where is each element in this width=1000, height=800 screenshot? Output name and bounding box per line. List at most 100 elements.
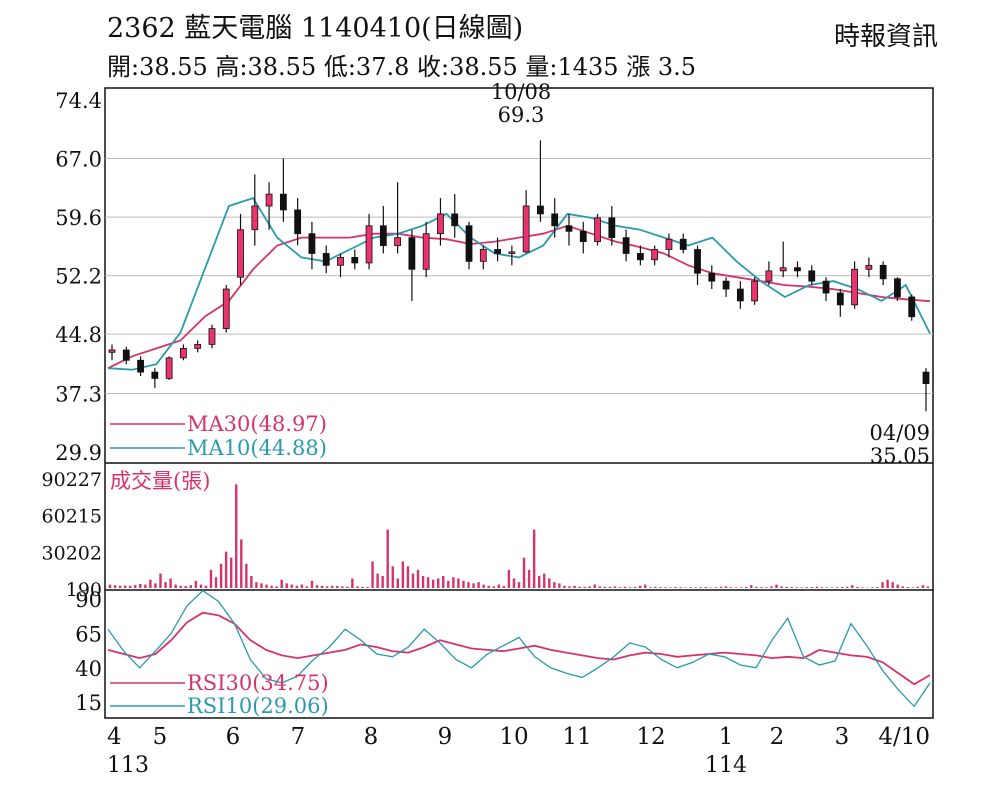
- x-tick-label: 7: [291, 724, 306, 750]
- price-tick-label: 29.9: [55, 441, 102, 465]
- x-tick-label: 6: [226, 724, 241, 750]
- x-tick-label: 1: [719, 724, 734, 750]
- candle: [508, 245, 516, 266]
- legend-label-ma10: MA10(44.88): [187, 436, 327, 460]
- candle: [222, 285, 230, 333]
- line-rsi30: [107, 611, 931, 686]
- legend-label-rsi30: RSI30(34.75): [187, 671, 329, 695]
- candle: [836, 289, 844, 317]
- candle: [736, 281, 744, 309]
- candle: [608, 205, 616, 246]
- x-tick-label: 8: [364, 724, 379, 750]
- candle: [322, 245, 330, 274]
- candle-body: [594, 217, 601, 242]
- line-ma10: [107, 197, 931, 371]
- candle: [751, 277, 759, 305]
- candle-body: [508, 251, 516, 254]
- candle-body: [865, 264, 873, 270]
- candle: [365, 213, 373, 270]
- candle-body: [322, 253, 330, 266]
- candle-body: [408, 237, 416, 270]
- legend-label-ma30: MA30(48.97): [187, 412, 327, 436]
- candle-body: [379, 225, 387, 246]
- candle-body: [294, 209, 302, 235]
- candle: [294, 198, 302, 246]
- candle-body: [265, 193, 273, 207]
- candle: [137, 356, 144, 377]
- candle-body: [351, 257, 359, 264]
- candle: [308, 221, 316, 270]
- candle: [522, 190, 530, 254]
- price-tick-label: 37.3: [55, 382, 102, 406]
- candle-body: [251, 205, 259, 231]
- candle: [165, 356, 173, 381]
- candle-body: [922, 371, 930, 384]
- x-tick-label: 9: [438, 724, 453, 750]
- line-rsi10: [107, 589, 931, 708]
- ohlc-summary: 開:38.55 高:38.55 低:37.8 收:38.55 量:1435 漲 …: [107, 53, 697, 81]
- candle: [822, 277, 830, 301]
- candle: [651, 245, 659, 266]
- candle-body: [765, 270, 773, 282]
- candle: [851, 261, 858, 309]
- candle: [180, 344, 187, 361]
- candle-body: [679, 238, 687, 250]
- candle: [208, 324, 216, 349]
- x-tick-label: 4/10: [878, 724, 930, 750]
- chart-frame: [104, 87, 934, 719]
- candle: [108, 344, 116, 361]
- candle: [337, 253, 344, 278]
- candle: [708, 265, 716, 290]
- price-tick-label: 52.2: [55, 265, 102, 289]
- candle: [379, 205, 387, 254]
- candle-body: [808, 270, 816, 282]
- candle-body: [908, 296, 916, 318]
- high-date-annotation: 10/08: [491, 80, 552, 104]
- x-tick-label: 3: [835, 724, 850, 750]
- year-label: 113: [107, 753, 149, 778]
- candle-body: [537, 205, 544, 215]
- candle: [794, 261, 801, 278]
- candle-body: [708, 272, 716, 282]
- candle-body: [636, 253, 644, 261]
- low-date-annotation: 04/09: [869, 421, 930, 445]
- candle: [451, 194, 459, 238]
- candle-body: [879, 264, 887, 280]
- candle-body: [194, 344, 202, 349]
- candle: [694, 245, 701, 286]
- candle-body: [836, 292, 844, 306]
- candle: [722, 277, 730, 297]
- candle-body: [565, 225, 573, 232]
- candle-body: [308, 233, 316, 254]
- candle-body: [694, 249, 701, 274]
- legend-label-rsi10: RSI10(29.06): [187, 694, 329, 718]
- candle: [808, 265, 816, 286]
- chart-title: 2362 藍天電腦 1140410(日線圖): [107, 13, 524, 44]
- candle: [479, 245, 487, 270]
- candle: [437, 198, 444, 246]
- candle-body: [365, 225, 373, 264]
- candle-body: [394, 237, 402, 246]
- candle-body: [422, 233, 430, 270]
- volume-tick-label: 190: [66, 579, 102, 601]
- candle-body: [622, 237, 630, 254]
- year-label: 114: [705, 753, 747, 778]
- candle-body: [165, 357, 173, 379]
- candle-body: [494, 249, 501, 254]
- candle-body: [465, 225, 473, 262]
- candle-body: [651, 249, 659, 261]
- candle-body: [237, 229, 244, 278]
- candle-body: [208, 328, 216, 345]
- line-ma30: [107, 224, 931, 370]
- candle: [122, 346, 130, 365]
- price-tick-label: 67.0: [55, 148, 102, 172]
- candle-body: [279, 193, 287, 211]
- candle: [394, 182, 402, 254]
- candle: [894, 277, 901, 301]
- candle-body: [794, 267, 801, 272]
- candle: [279, 158, 287, 222]
- candle-body: [137, 359, 144, 373]
- low-value-annotation: 35.05: [870, 444, 930, 468]
- candle-body: [451, 213, 459, 227]
- price-tick-label: 74.4: [55, 89, 102, 113]
